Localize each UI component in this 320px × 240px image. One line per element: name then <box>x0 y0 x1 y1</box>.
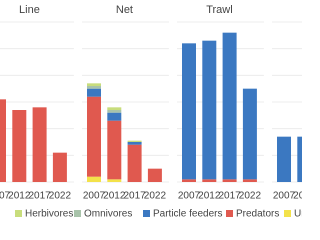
bar-segment <box>182 179 196 182</box>
x-tick-label: 2017 <box>218 191 241 202</box>
bar-segment <box>202 179 217 182</box>
bar-segment <box>222 32 237 180</box>
bar-segment <box>87 86 101 89</box>
x-tick-label: 2012 <box>293 191 302 202</box>
bar-segment <box>107 110 122 113</box>
x-tick-label: 2022 <box>144 191 167 202</box>
chart: Line2007201220172022Net2007201220172022T… <box>0 4 302 220</box>
x-tick-label: 2017 <box>123 191 146 202</box>
x-tick-label: 2007 <box>83 191 106 202</box>
bar-segment <box>182 43 196 180</box>
legend-label: Un <box>294 209 302 220</box>
bar-segment <box>87 88 101 97</box>
panel-title: Net <box>116 4 133 16</box>
bar-segment <box>147 168 162 182</box>
panel-title: Line <box>19 4 40 16</box>
bar-segment <box>242 179 257 182</box>
x-tick-label: 2017 <box>28 191 51 202</box>
legend-label: Particle feeders <box>153 209 222 220</box>
bar-segment <box>107 179 122 182</box>
legend-label: Herbivores <box>25 209 73 220</box>
legend-label: Predators <box>236 209 279 220</box>
bar-segment <box>297 136 302 182</box>
legend-swatch <box>15 210 22 217</box>
bar-segment <box>202 40 217 180</box>
bar-segment <box>87 96 101 177</box>
bar-segment <box>127 144 142 182</box>
legend-swatch <box>284 210 291 217</box>
bar-segment <box>107 107 122 110</box>
bar-segment <box>242 88 257 180</box>
bar-segment <box>277 136 291 182</box>
bar-segment <box>127 142 142 145</box>
x-tick-label: 2022 <box>49 191 72 202</box>
x-tick-label: 2012 <box>103 191 126 202</box>
panel-title: Trawl <box>206 4 232 16</box>
bar-segment <box>32 107 47 182</box>
bar-segment <box>0 99 6 182</box>
bar-segment <box>127 140 142 142</box>
bar-segment <box>107 112 122 121</box>
x-tick-label: 2007 <box>178 191 201 202</box>
bar-segment <box>87 83 101 86</box>
x-tick-label: 2007 <box>273 191 296 202</box>
x-tick-label: 2022 <box>239 191 262 202</box>
x-tick-label: 2007 <box>0 191 11 202</box>
bar-segment <box>12 110 27 182</box>
x-tick-label: 2012 <box>8 191 31 202</box>
legend-label: Omnivores <box>84 209 132 220</box>
bar-segment <box>107 120 122 180</box>
legend-swatch <box>74 210 81 217</box>
bar-segment <box>87 176 101 182</box>
legend-swatch <box>143 210 150 217</box>
bar-segment <box>52 152 67 182</box>
bar-segment <box>222 179 237 182</box>
legend-swatch <box>226 210 233 217</box>
x-tick-label: 2012 <box>198 191 221 202</box>
